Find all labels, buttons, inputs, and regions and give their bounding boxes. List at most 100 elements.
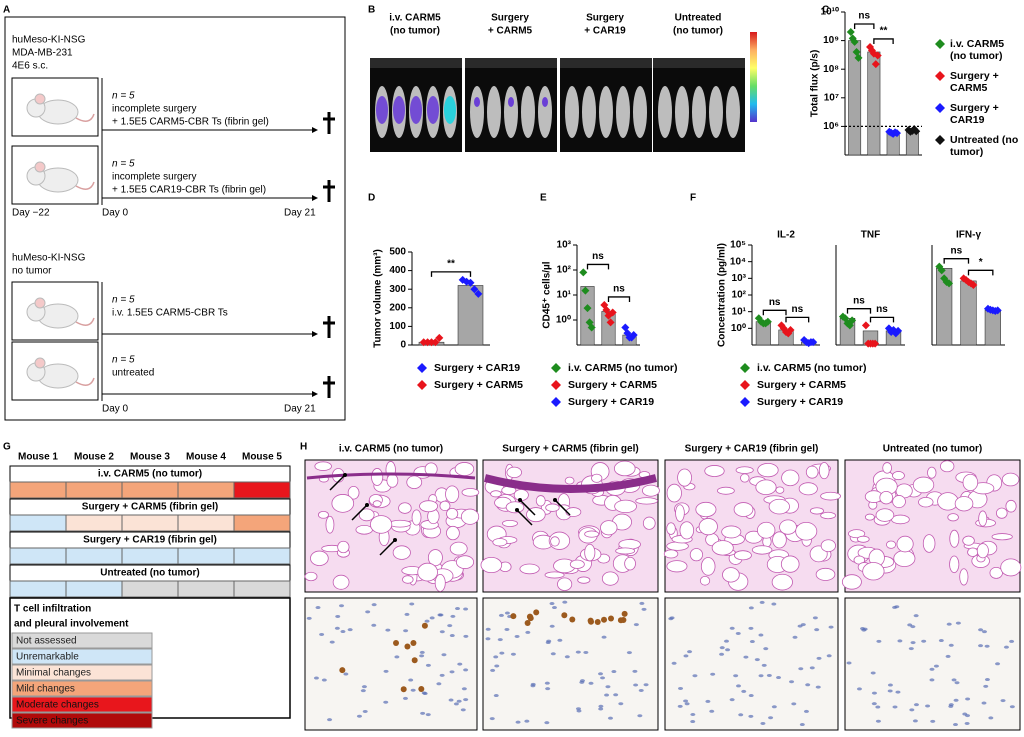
legend-swatch	[11, 632, 153, 649]
significance-bracket	[873, 38, 894, 44]
data-point	[786, 325, 795, 334]
nucleus	[964, 714, 970, 718]
alveolus	[642, 484, 660, 497]
significance-label: ns	[592, 251, 604, 262]
alveolus	[642, 516, 656, 530]
nucleus	[441, 653, 447, 657]
alveolus	[544, 571, 565, 579]
alveolus	[445, 485, 460, 503]
nucleus	[908, 647, 914, 651]
bli-image-top	[465, 58, 557, 68]
alveolus	[856, 535, 870, 543]
alveolus	[927, 466, 937, 479]
mouse-silhouette	[504, 86, 518, 138]
data-point	[850, 37, 859, 46]
legend-marker	[935, 39, 945, 49]
legend-label: i.v. CARM5 (no tumor)	[568, 362, 678, 374]
mouse-silhouette	[487, 86, 501, 138]
panel-label: D	[368, 193, 375, 204]
cd3-cell	[620, 616, 627, 623]
image-title: + CARM5	[488, 26, 533, 37]
alveolus	[699, 575, 711, 586]
score-cell	[9, 514, 67, 532]
column-header: Mouse 2	[74, 452, 114, 463]
y-tick-label: 10³	[557, 240, 572, 251]
data-point	[606, 318, 615, 327]
y-tick-label: 10¹	[732, 306, 747, 317]
mouse-tail	[75, 317, 95, 326]
nucleus	[524, 719, 530, 723]
legend-label: i.v. CARM5 (no tumor)	[757, 362, 867, 374]
nucleus	[828, 625, 834, 629]
data-point	[945, 279, 954, 288]
nucleus	[449, 634, 455, 638]
legend-label: i.v. CARM5 (no tumor)	[950, 38, 1005, 62]
y-axis-label: Total flux (p/s)	[810, 50, 821, 118]
alveolus	[815, 567, 836, 581]
nucleus	[315, 606, 321, 610]
day-label: Day 21	[284, 208, 316, 219]
group-header: 4E6 s.c.	[12, 61, 48, 72]
nucleus	[955, 621, 961, 625]
score-cell	[9, 481, 67, 499]
arm-text: untreated	[112, 368, 154, 379]
nucleus	[403, 629, 409, 633]
mouse-silhouette	[582, 86, 596, 138]
data-point	[809, 338, 818, 347]
alveolus	[600, 520, 618, 536]
arm-text: incomplete surgery	[112, 104, 196, 115]
data-point	[993, 306, 1002, 315]
score-cell	[177, 514, 235, 532]
significance-label: **	[447, 259, 455, 270]
data-point	[466, 278, 475, 287]
alveolus	[771, 573, 793, 591]
nucleus	[632, 669, 638, 673]
alveolus	[371, 468, 384, 486]
nucleus	[340, 630, 346, 634]
column-header: Mouse 3	[130, 452, 170, 463]
nucleus	[463, 668, 469, 672]
signal	[427, 96, 439, 124]
legend-label: Surgery + CARM5	[950, 70, 999, 94]
cd3-cell	[594, 618, 601, 625]
nucleus	[598, 672, 604, 676]
alveolus	[419, 500, 439, 513]
score-cell	[177, 481, 235, 499]
alveolus	[962, 473, 979, 492]
significance-bracket	[853, 23, 875, 29]
alveolus	[505, 501, 525, 514]
nucleus	[812, 616, 818, 620]
alveolus	[781, 469, 800, 487]
arrow-head	[312, 391, 318, 397]
nucleus	[424, 619, 430, 623]
cd3-cell	[527, 613, 534, 620]
legend-level: Not assessed	[16, 636, 77, 647]
histology-title: Surgery + CAR19 (fibrin gel)	[685, 444, 819, 455]
y-tick-label: 0	[400, 340, 406, 351]
alveolus	[663, 549, 679, 559]
image-title: Surgery	[491, 13, 529, 24]
nucleus	[557, 638, 563, 642]
data-point	[579, 268, 588, 277]
cd3-cell	[588, 618, 595, 625]
data-point	[854, 53, 863, 62]
alveolus	[978, 510, 988, 527]
nucleus	[677, 704, 683, 708]
nucleus	[637, 714, 643, 718]
nucleus	[671, 661, 677, 665]
mouse-silhouette	[470, 86, 484, 138]
y-axis-label: Concentration (pg/ml)	[717, 243, 728, 347]
nucleus	[404, 612, 410, 616]
bar	[867, 51, 881, 156]
alveolus	[402, 575, 414, 584]
alveolus	[372, 500, 382, 508]
arm-text: i.v. 1.5E5 CARM5-CBR Ts	[112, 308, 228, 319]
alveolus	[480, 556, 503, 574]
nucleus	[530, 682, 536, 686]
alveolus	[490, 490, 502, 498]
alveolus	[577, 576, 591, 584]
nucleus	[463, 698, 469, 702]
alveolus	[780, 555, 800, 573]
data-point	[871, 60, 880, 69]
alveolus	[557, 577, 573, 591]
